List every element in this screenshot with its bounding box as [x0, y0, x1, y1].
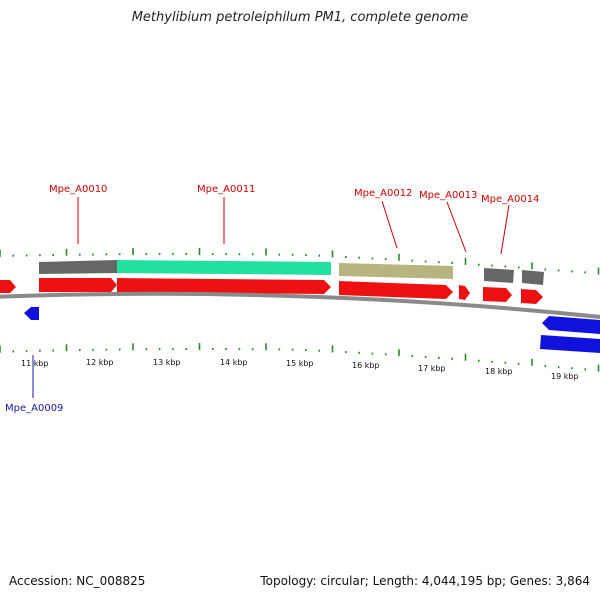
reverse-cds-track: [24, 307, 600, 353]
feature-track: [39, 260, 544, 285]
feature-block-a0014b[interactable]: [522, 270, 544, 285]
tick-label-16: 16 kbp: [352, 361, 380, 370]
cds-a0011[interactable]: [117, 278, 331, 294]
tick-label-12: 12 kbp: [86, 358, 114, 367]
scale-labels: 11 kbp 12 kbp 13 kbp 14 kbp 15 kbp 16 kb…: [21, 358, 579, 381]
feature-block-a0012[interactable]: [339, 263, 453, 279]
cds-a0013[interactable]: [459, 285, 470, 300]
genome-backbone: [0, 291, 600, 319]
cds-a0010[interactable]: [39, 278, 117, 292]
tick-label-13: 13 kbp: [153, 358, 181, 367]
accession-text: Accession: NC_008825: [9, 574, 146, 588]
cds-a0012[interactable]: [339, 281, 453, 299]
cds-reverse-right-2[interactable]: [540, 335, 600, 353]
cds-a0009-tail[interactable]: [0, 280, 16, 293]
cds-reverse-right-1[interactable]: [542, 316, 600, 334]
tick-label-18: 18 kbp: [485, 367, 513, 376]
cds-a0014[interactable]: [483, 287, 512, 302]
inner-tick-ring: [0, 343, 600, 372]
gene-label-a0011[interactable]: Mpe_A0011: [197, 184, 255, 195]
tick-label-19: 19 kbp: [551, 372, 579, 381]
label-leaders: [32, 197, 510, 398]
tick-label-17: 17 kbp: [418, 364, 446, 373]
genome-title: Methylibium petroleiphilum PM1, complete…: [131, 10, 469, 25]
leader-a0014: [500, 204, 510, 255]
gene-label-a0012[interactable]: Mpe_A0012: [354, 188, 412, 199]
feature-block-a0014a[interactable]: [484, 268, 514, 283]
leader-a0012: [381, 200, 398, 249]
gene-label-a0014[interactable]: Mpe_A0014: [481, 194, 539, 205]
leader-a0013: [446, 201, 467, 253]
outer-tick-ring: [0, 248, 600, 275]
gene-label-a0010[interactable]: Mpe_A0010: [49, 184, 107, 195]
tick-label-15: 15 kbp: [286, 359, 314, 368]
cds-a0015[interactable]: [521, 289, 543, 304]
feature-block-a0010[interactable]: [39, 260, 117, 274]
tick-label-11: 11 kbp: [21, 359, 49, 368]
gene-label-a0009[interactable]: Mpe_A0009: [5, 403, 63, 414]
gene-label-a0013[interactable]: Mpe_A0013: [419, 190, 477, 201]
genome-summary-text: Topology: circular; Length: 4,044,195 bp…: [260, 574, 590, 588]
feature-block-a0011[interactable]: [117, 260, 331, 275]
tick-label-14: 14 kbp: [220, 358, 248, 367]
forward-cds-track: [0, 278, 543, 304]
gene-labels: Mpe_A0010 Mpe_A0011 Mpe_A0012 Mpe_A0013 …: [5, 184, 539, 414]
cds-a0009[interactable]: [24, 307, 39, 320]
